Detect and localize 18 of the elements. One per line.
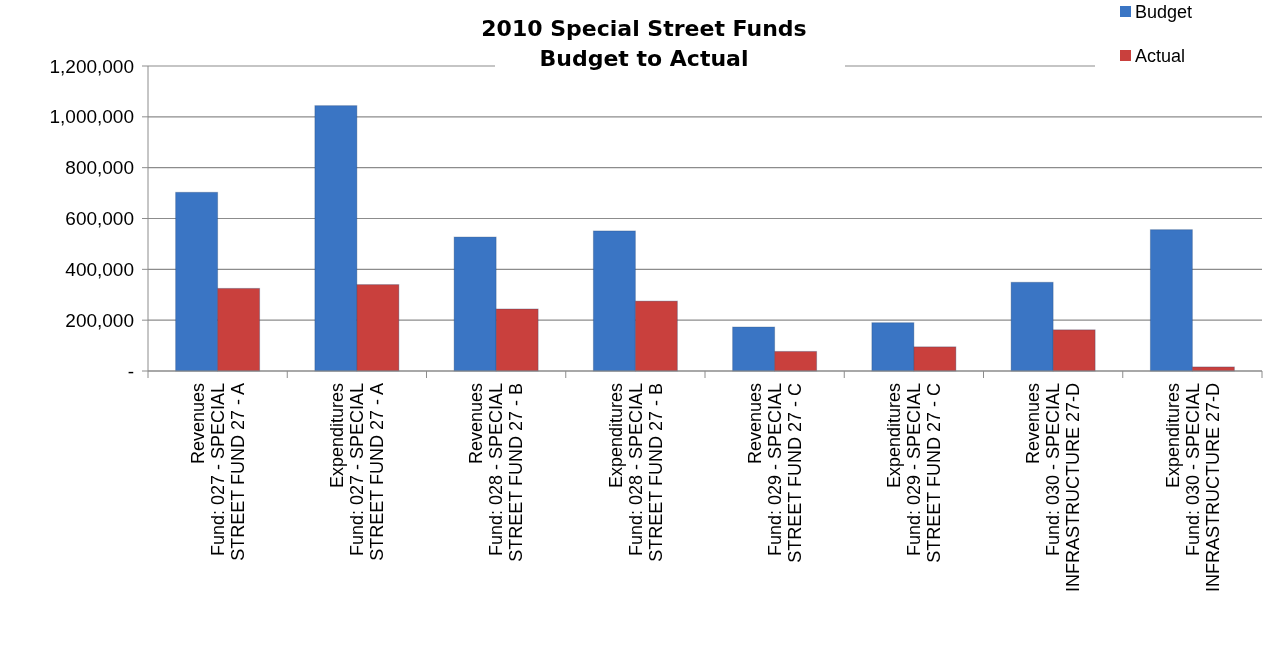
x-tick-label: Revenues Fund: 027 - SPECIAL STREET FUND 27 - A xyxy=(187,383,248,561)
y-tick-label: - xyxy=(127,360,134,382)
y-tick-label: 600,000 xyxy=(65,208,134,230)
legend-label: Budget xyxy=(1135,2,1193,23)
y-tick-label: 800,000 xyxy=(65,157,134,179)
chart-title: 2010 Special Street Funds Budget to Actual xyxy=(481,16,807,71)
x-tick-label: Expenditures Fund: 030 - SPECIAL INFRASTRUCTURE 27-D xyxy=(1162,383,1223,593)
x-tick-label: Expenditures Fund: 029 - SPECIAL STREET FUND 27 - C xyxy=(884,383,945,563)
y-tick-label: 1,000,000 xyxy=(49,106,134,128)
x-tick-label: Revenues Fund: 029 - SPECIAL STREET FUND 27 - C xyxy=(744,383,805,563)
x-tick-label: Expenditures Fund: 028 - SPECIAL STREET FUND 27 - B xyxy=(605,383,666,562)
y-tick-label: 400,000 xyxy=(65,258,134,280)
y-tick-label: 200,000 xyxy=(65,309,134,331)
y-tick-label: 1,200,000 xyxy=(49,55,134,77)
x-tick-label: Revenues Fund: 028 - SPECIAL STREET FUND 27 - B xyxy=(466,383,527,562)
x-tick-label: Expenditures Fund: 027 - SPECIAL STREET FUND 27 - A xyxy=(327,383,388,561)
legend-label: Actual xyxy=(1135,46,1186,67)
x-tick-label: Revenues Fund: 030 - SPECIAL INFRASTRUCTURE 27-D xyxy=(1023,383,1084,593)
